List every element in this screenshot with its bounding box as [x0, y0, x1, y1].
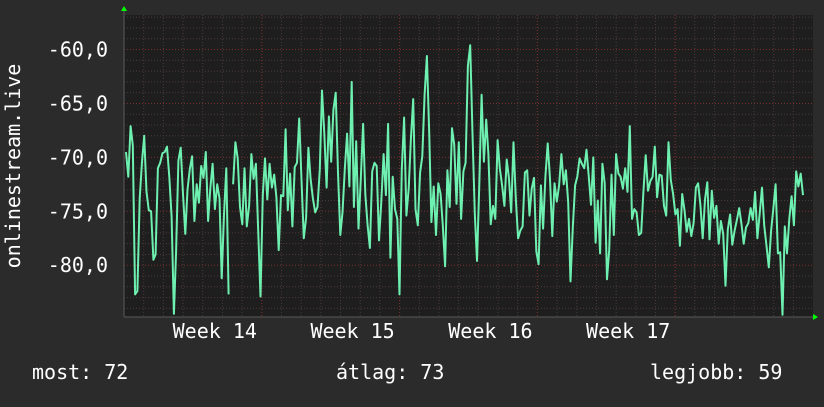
average-label: átlag:	[336, 360, 409, 384]
current-stat: most: 72	[32, 360, 128, 384]
x-tick-label: Week 16	[448, 319, 532, 343]
y-tick-label: -75,0	[48, 199, 108, 223]
y-axis-label: onlinestream.live	[1, 64, 25, 269]
best-label: legjobb:	[650, 360, 747, 384]
current-label: most:	[32, 360, 93, 384]
best-value: 59	[758, 360, 783, 384]
y-tick-label: -60,0	[48, 38, 108, 62]
major-grid	[124, 15, 813, 317]
x-tick-label: Week 17	[586, 319, 670, 343]
x-tick-labels: Week 14 Week 15 Week 16 Week 17	[173, 319, 671, 343]
stats-row: most: 72 átlag: 73 legjobb: 59	[0, 360, 824, 390]
series-line	[125, 44, 804, 316]
x-tick-label: Week 15	[310, 319, 394, 343]
average-stat: átlag: 73	[336, 360, 444, 384]
y-tick-label: -80,0	[48, 253, 108, 277]
current-value: 72	[104, 360, 129, 384]
x-tick-label: Week 14	[173, 319, 257, 343]
series-group	[125, 44, 804, 316]
x-axis-arrow-icon	[813, 314, 818, 320]
y-tick-label: -65,0	[48, 91, 108, 115]
y-tick-label: -70,0	[48, 145, 108, 169]
y-axis-arrow-icon	[121, 6, 127, 11]
average-value: 73	[420, 360, 445, 384]
axes	[121, 6, 818, 320]
y-tick-labels: -60,0 -65,0 -70,0 -75,0 -80,0	[48, 38, 108, 278]
best-stat: legjobb: 59	[650, 360, 782, 384]
